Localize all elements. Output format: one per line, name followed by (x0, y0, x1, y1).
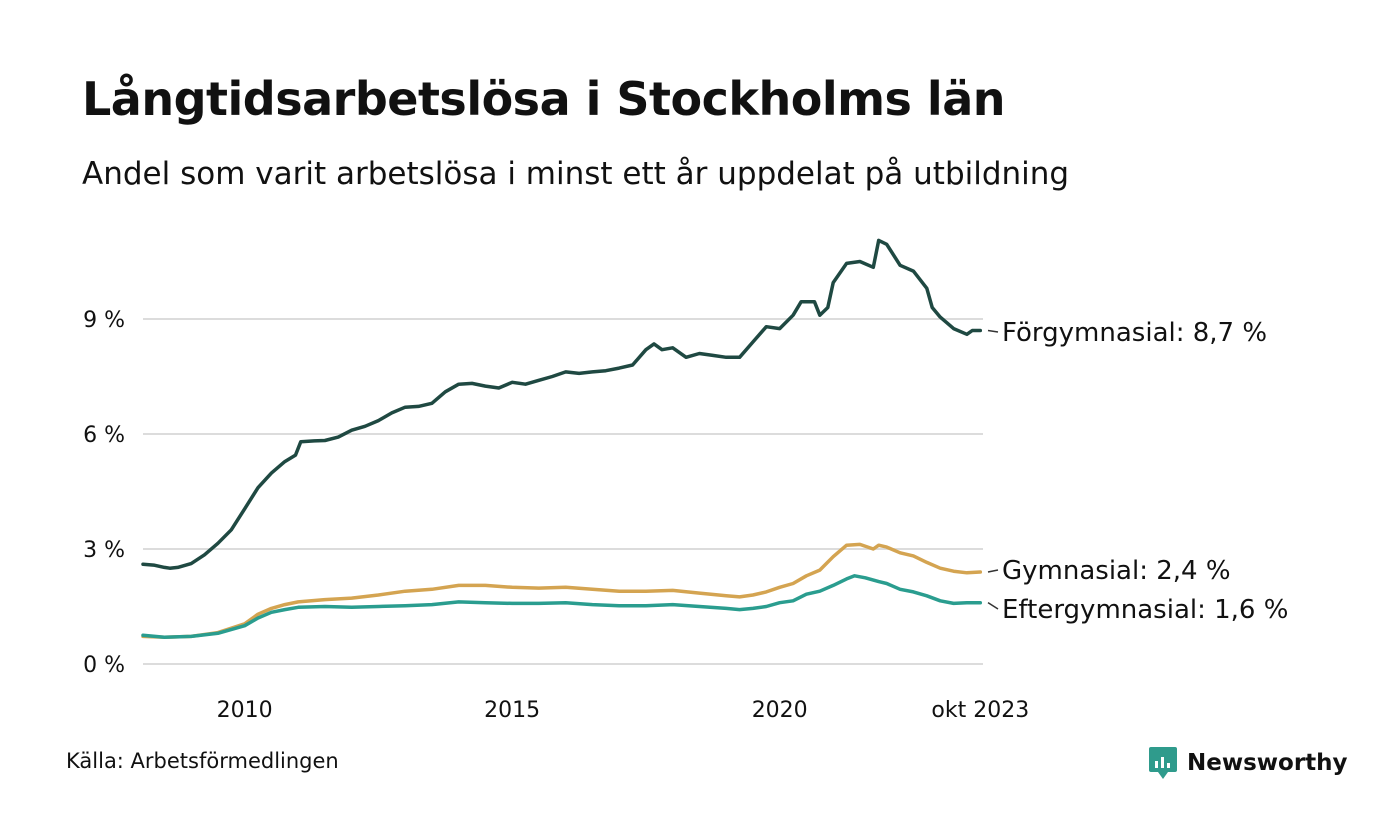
x-axis-ticks: 2010 2015 2020 okt 2023 (217, 698, 1030, 723)
series-label-eftergymnasial: Eftergymnasial: 1,6 % (1002, 595, 1288, 625)
brand-logo: Newsworthy (1148, 743, 1348, 783)
y-tick-label: 6 % (83, 423, 125, 448)
label-leader-line (987, 329, 999, 333)
series-label-gymnasial: Gymnasial: 2,4 % (1002, 556, 1231, 586)
series-line-förgymnasial (141, 238, 983, 570)
newsworthy-logo-icon (1149, 747, 1177, 779)
chart-subtitle: Andel som varit arbetslösa i minst ett å… (82, 156, 1070, 192)
y-tick-label: 9 % (83, 308, 125, 333)
y-tick-label: 3 % (83, 538, 125, 563)
x-tick-label: okt 2023 (931, 698, 1029, 723)
brand-name: Newsworthy (1187, 750, 1348, 776)
label-leader-line (987, 569, 999, 573)
x-tick-label: 2015 (484, 698, 540, 723)
series-lines (141, 238, 983, 639)
x-tick-label: 2020 (752, 698, 808, 723)
chart-title: Långtidsarbetslösa i Stockholms län (82, 72, 1005, 126)
label-leader-line (987, 602, 999, 610)
x-tick-label: 2010 (217, 698, 273, 723)
series-line-eftergymnasial (141, 574, 983, 639)
series-line-gymnasial (141, 542, 983, 639)
y-tick-label: 0 % (83, 653, 125, 678)
series-label-förgymnasial: Förgymnasial: 8,7 % (1002, 318, 1267, 348)
series-labels: Förgymnasial: 8,7 % Gymnasial: 2,4 % Efter… (987, 318, 1288, 625)
y-axis-ticks: 0 % 3 % 6 % 9 % (83, 308, 125, 678)
source-note: Källa: Arbetsförmedlingen (66, 749, 339, 773)
